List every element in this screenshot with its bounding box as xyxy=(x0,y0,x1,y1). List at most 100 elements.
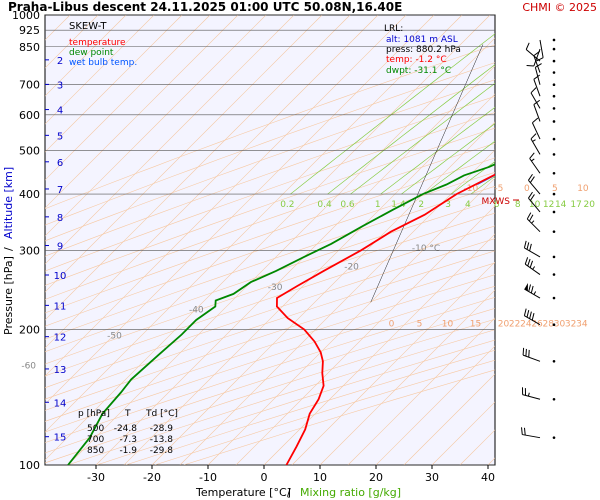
wind-barb-feather xyxy=(526,212,532,220)
wind-barb-feather xyxy=(529,243,532,252)
wind-barb xyxy=(533,50,556,74)
mixing-ratio-label: 20 xyxy=(583,200,595,210)
potential-temperature-label: -50 xyxy=(107,332,122,342)
potential-temperature-label: -30 xyxy=(268,283,283,293)
wind-barb xyxy=(528,191,556,214)
wind-barb-half-feather xyxy=(532,266,536,270)
table-cell: -1.9 xyxy=(119,446,137,456)
table-cell: -13.8 xyxy=(150,435,174,445)
x-axis-separator: / xyxy=(287,486,291,499)
dry-adiabat-line xyxy=(45,142,495,300)
isotherm-label: 10 xyxy=(577,184,589,194)
altitude-tick-label: 3 xyxy=(57,80,63,91)
y-axis-separator: / xyxy=(2,247,15,251)
wind-barb xyxy=(524,257,556,276)
isotherm-label: 15 xyxy=(470,320,481,330)
wind-barb-half-feather xyxy=(532,139,536,142)
wind-barb-feather xyxy=(531,313,535,321)
lrl-box: LRL: alt: 1081 m ASL press: 880.2 hPa te… xyxy=(384,24,461,76)
wind-barb-feather xyxy=(530,285,534,294)
wind-barb xyxy=(534,63,556,87)
dry-adiabat-line xyxy=(45,262,495,411)
dry-adiabat-line xyxy=(45,185,495,340)
wind-barb xyxy=(524,282,556,300)
isotherm-label: 22 xyxy=(509,320,520,330)
profiles xyxy=(67,163,495,465)
isotherm-line xyxy=(179,149,495,465)
wind-barb-flag xyxy=(524,282,528,292)
x-tick-label: -10 xyxy=(199,471,217,484)
legend-wetbulb: wet bulb temp. xyxy=(69,58,137,68)
y-axis-altitude-label: Altitude [km] xyxy=(2,167,15,239)
isotherm-label: -5 xyxy=(494,184,503,194)
isotherm-line xyxy=(544,15,600,465)
mixing-ratio-label: 1.4 xyxy=(391,200,406,210)
wind-barb-feather xyxy=(533,74,541,80)
table-cell: 700 xyxy=(87,435,104,445)
wind-barb-feather xyxy=(529,152,535,159)
wind-barbs xyxy=(521,38,556,439)
wind-barb-feather xyxy=(527,258,531,267)
altitude-tick-label: 15 xyxy=(54,433,67,444)
temperature-line xyxy=(275,173,495,465)
dry-adiabat-line xyxy=(45,62,495,226)
pressure-tick-label: 500 xyxy=(19,144,40,157)
wind-barb-dot xyxy=(552,120,556,123)
table-header-td: Td [°C] xyxy=(145,409,178,419)
wind-barb-feather xyxy=(530,87,537,94)
isotherm-line xyxy=(95,65,495,465)
mixing-ratio-line xyxy=(500,15,600,194)
wind-barb-dot xyxy=(552,71,556,74)
credit-text: CHMI © 2025 xyxy=(522,1,597,14)
wind-barb-half-feather xyxy=(531,158,535,162)
dry-adiabat-line xyxy=(45,112,495,272)
mixing-ratio-label: 6 xyxy=(494,200,500,210)
isotherm-line xyxy=(45,15,239,209)
wind-barb-dot xyxy=(552,107,556,110)
wind-barb-half-feather xyxy=(531,220,535,224)
altitude-tick-label: 9 xyxy=(57,242,63,253)
potential-temperature-label: -40 xyxy=(189,306,204,316)
wind-barb-dot xyxy=(552,171,556,175)
wind-barb-dot xyxy=(552,192,556,196)
wind-barb-feather xyxy=(532,117,539,124)
lrl-press: press: 880.2 hPa xyxy=(386,45,461,55)
wind-barb-feather xyxy=(529,176,535,183)
wind-barb-feather xyxy=(529,194,535,201)
isotherm-label: 10 xyxy=(442,320,454,330)
wind-barb xyxy=(531,117,556,141)
mixing-ratio-label: 14 xyxy=(555,200,567,210)
isotherm-label: 32 xyxy=(565,320,576,330)
wind-barb-dot xyxy=(552,273,556,276)
potential-temperature-label: -10 °C xyxy=(412,244,440,254)
x-tick-label: 40 xyxy=(481,471,495,484)
lrl-temp: temp: -1.2 °C xyxy=(386,55,447,65)
mixing-ratio-label: 0.2 xyxy=(280,200,294,210)
wind-barb xyxy=(522,347,556,363)
wind-barb-dot xyxy=(552,230,556,233)
isotherm-line xyxy=(347,317,495,465)
wind-barb-dot xyxy=(552,323,556,327)
pressure-tick-label: 700 xyxy=(19,79,40,92)
altitude-tick-label: 4 xyxy=(57,106,63,117)
table-cell: -7.3 xyxy=(119,435,137,445)
x-tick-label: 0 xyxy=(261,471,268,484)
isotherm-line xyxy=(516,15,600,465)
isotherm-line xyxy=(45,15,491,461)
altitude-tick-label: 14 xyxy=(54,398,67,409)
wind-barb-dot xyxy=(552,38,556,42)
lrl-dwpt: dwpt: -31.1 °C xyxy=(386,66,451,76)
wind-barb xyxy=(521,387,556,401)
pressure-tick-label: 400 xyxy=(19,188,40,201)
legend-heading: SKEW-T xyxy=(69,21,107,32)
lrl-heading: LRL: xyxy=(384,24,403,34)
pressure-tick-label: 925 xyxy=(19,24,40,37)
isotherm-label: 5 xyxy=(417,320,423,330)
x-tick-label: 20 xyxy=(369,471,383,484)
mxws-label: MXWS xyxy=(481,197,510,207)
wind-barb-feather xyxy=(525,42,530,50)
wind-barb-feather xyxy=(522,347,525,356)
wind-barb xyxy=(533,74,556,98)
wind-barb-feather xyxy=(529,260,534,268)
